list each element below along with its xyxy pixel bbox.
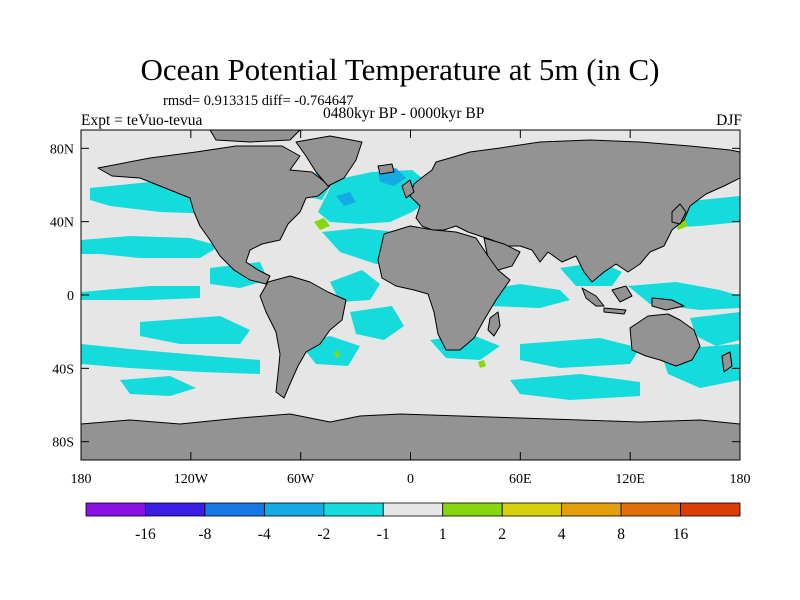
season-text: DJF: [716, 112, 742, 129]
x-axis: 180 120W 60W 0 60E 120E 180: [71, 130, 751, 487]
greenland: [295, 135, 363, 187]
rmsd-diff-text: rmsd= 0.913315 diff= -0.764647: [163, 93, 354, 109]
colorbar-swatch: [680, 502, 741, 517]
colorbar-label: -2: [317, 526, 330, 543]
arctic-islands: [209, 130, 301, 143]
java: [603, 307, 627, 315]
eurasia: [409, 139, 740, 283]
colorbar-label: 4: [558, 526, 566, 543]
colorbar-swatch: [145, 502, 206, 517]
colorbar-label: 1: [439, 526, 447, 543]
new-zealand: [721, 351, 733, 373]
south-america: [259, 275, 347, 399]
colorbar-swatch: [323, 502, 384, 517]
x-tick-label: 120W: [174, 472, 209, 487]
y-tick-label: 40S: [52, 362, 74, 377]
x-tick-label: 0: [407, 472, 414, 487]
x-tick-label: 60E: [509, 472, 532, 487]
new-guinea: [651, 297, 685, 311]
colorbar-label: -4: [258, 526, 271, 543]
colorbar: -16 -8 -4 -2 -1 1 2 4 8 16: [85, 502, 741, 543]
colorbar-swatch: [561, 502, 622, 517]
australia: [629, 313, 701, 367]
colorbar-label: 8: [617, 526, 625, 543]
north-america: [97, 145, 331, 285]
colorbar-label: -8: [198, 526, 211, 543]
y-axis: 80N 40N 0 40S 80S: [50, 142, 740, 451]
experiment-text: Expt = teVuo-tevua: [81, 112, 203, 129]
japan: [671, 203, 687, 225]
x-tick-label: 180: [71, 472, 92, 487]
y-tick-label: 40N: [50, 216, 74, 231]
y-tick-label: 80S: [52, 436, 74, 451]
british-isles: [401, 179, 415, 199]
sumatra: [581, 287, 605, 307]
colorbar-label: -16: [135, 526, 156, 543]
period-text: 0480kyr BP - 0000kyr BP: [323, 105, 485, 122]
colorbar-label: -1: [377, 526, 390, 543]
borneo: [611, 285, 633, 303]
iceland: [377, 163, 395, 175]
colorbar-swatch: [204, 502, 265, 517]
colorbar-label: 16: [673, 526, 689, 543]
y-tick-label: 80N: [50, 142, 74, 157]
x-tick-label: 120E: [615, 472, 645, 487]
colorbar-swatch: [442, 502, 503, 517]
colorbar-swatch: [263, 502, 325, 517]
colorbar-swatch: [85, 502, 146, 517]
x-tick-label: 180: [730, 472, 751, 487]
colorbar-swatch: [620, 502, 681, 517]
colorbar-swatch: [501, 502, 563, 517]
land-masses: [81, 130, 740, 460]
africa: [377, 225, 511, 351]
colorbar-swatch: [382, 502, 444, 517]
madagascar: [487, 311, 501, 337]
plot-title: Ocean Potential Temperature at 5m (in C): [140, 52, 660, 87]
y-tick-label: 0: [67, 289, 74, 304]
colorbar-label: 2: [498, 526, 506, 543]
x-tick-label: 60W: [287, 472, 315, 487]
antarctica: [81, 413, 740, 460]
